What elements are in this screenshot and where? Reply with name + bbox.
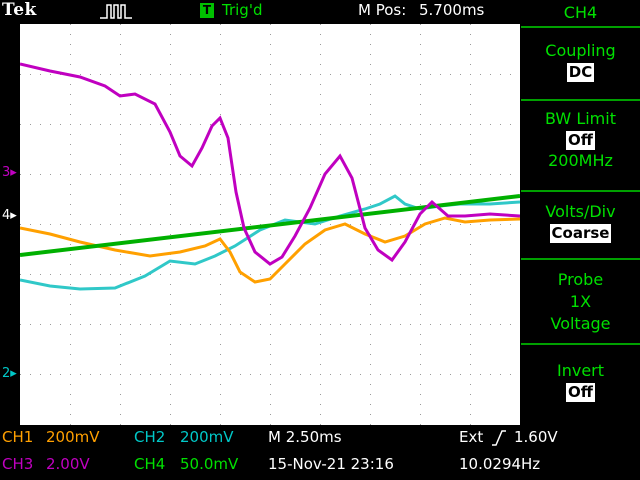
ch2-scale: 200mV <box>180 428 234 446</box>
trigger-state: Trig'd <box>222 1 263 19</box>
trigger-source: Ext <box>459 428 484 446</box>
probe-label: Probe <box>557 270 604 289</box>
ch4-reference-marker: 4▸ <box>2 208 17 223</box>
timebase-readout: M 2.50ms <box>268 428 342 446</box>
rising-edge-icon <box>492 430 506 446</box>
coupling-value: DC <box>566 63 595 82</box>
bw-limit-sub: 200MHz <box>548 151 613 170</box>
menu-divider <box>521 190 640 192</box>
bw-limit-value: Off <box>566 131 595 150</box>
ch4-scale: 50.0mV <box>180 455 239 473</box>
menu-divider <box>521 26 640 28</box>
menu-divider <box>521 258 640 260</box>
bottom-readout-bar: CH1 200mV CH2 200mV M 2.50ms Ext 1.60V C… <box>0 426 640 480</box>
trigger-level: 1.60V <box>514 428 558 446</box>
ch3-name: CH3 <box>2 455 34 473</box>
acquisition-pulse-icon <box>100 4 132 19</box>
trigger-status-icon: T <box>200 3 214 18</box>
ch2-waveform <box>20 194 520 291</box>
ch2-reference-marker: 2▸ <box>2 366 17 381</box>
bw-limit-button[interactable]: BW Limit Off 200MHz <box>521 108 640 172</box>
menu-divider <box>521 343 640 345</box>
volts-div-button[interactable]: Volts/Div Coarse <box>521 201 640 243</box>
invert-label: Invert <box>556 361 605 380</box>
volts-div-value: Coarse <box>549 224 612 243</box>
date-time: 15-Nov-21 23:16 <box>268 455 394 473</box>
frequency-readout: 10.0294Hz <box>459 455 541 473</box>
ch1-scale: 200mV <box>46 428 100 446</box>
side-menu-title: CH4 <box>563 3 598 22</box>
brand-logo: Tek <box>2 0 37 20</box>
bw-limit-label: BW Limit <box>545 109 616 128</box>
probe-sub: Voltage <box>550 314 611 333</box>
coupling-button[interactable]: Coupling DC <box>521 40 640 82</box>
waveform-canvas <box>20 24 520 425</box>
main-position-label: M Pos: <box>358 1 407 19</box>
ch4-name: CH4 <box>134 455 166 473</box>
ch1-name: CH1 <box>2 428 34 446</box>
invert-value: Off <box>566 383 595 402</box>
ch3-reference-marker: 3▸ <box>2 165 17 180</box>
waveform-display[interactable]: 3▸ 4▸ 2▸ <box>2 24 520 425</box>
main-position-value: 5.700ms <box>419 1 485 19</box>
invert-button[interactable]: Invert Off <box>521 360 640 402</box>
ch1-waveform <box>20 216 520 284</box>
volts-div-label: Volts/Div <box>545 202 616 221</box>
ch2-name: CH2 <box>134 428 166 446</box>
probe-value: 1X <box>569 292 592 311</box>
coupling-label: Coupling <box>545 41 616 60</box>
channel-side-menu: CH4 Coupling DC BW Limit Off 200MHz Volt… <box>521 0 640 426</box>
probe-button[interactable]: Probe 1X Voltage <box>521 269 640 335</box>
ch3-scale: 2.00V <box>46 455 90 473</box>
graticule <box>20 24 511 425</box>
ch3-waveform <box>20 62 520 266</box>
menu-divider <box>521 99 640 101</box>
